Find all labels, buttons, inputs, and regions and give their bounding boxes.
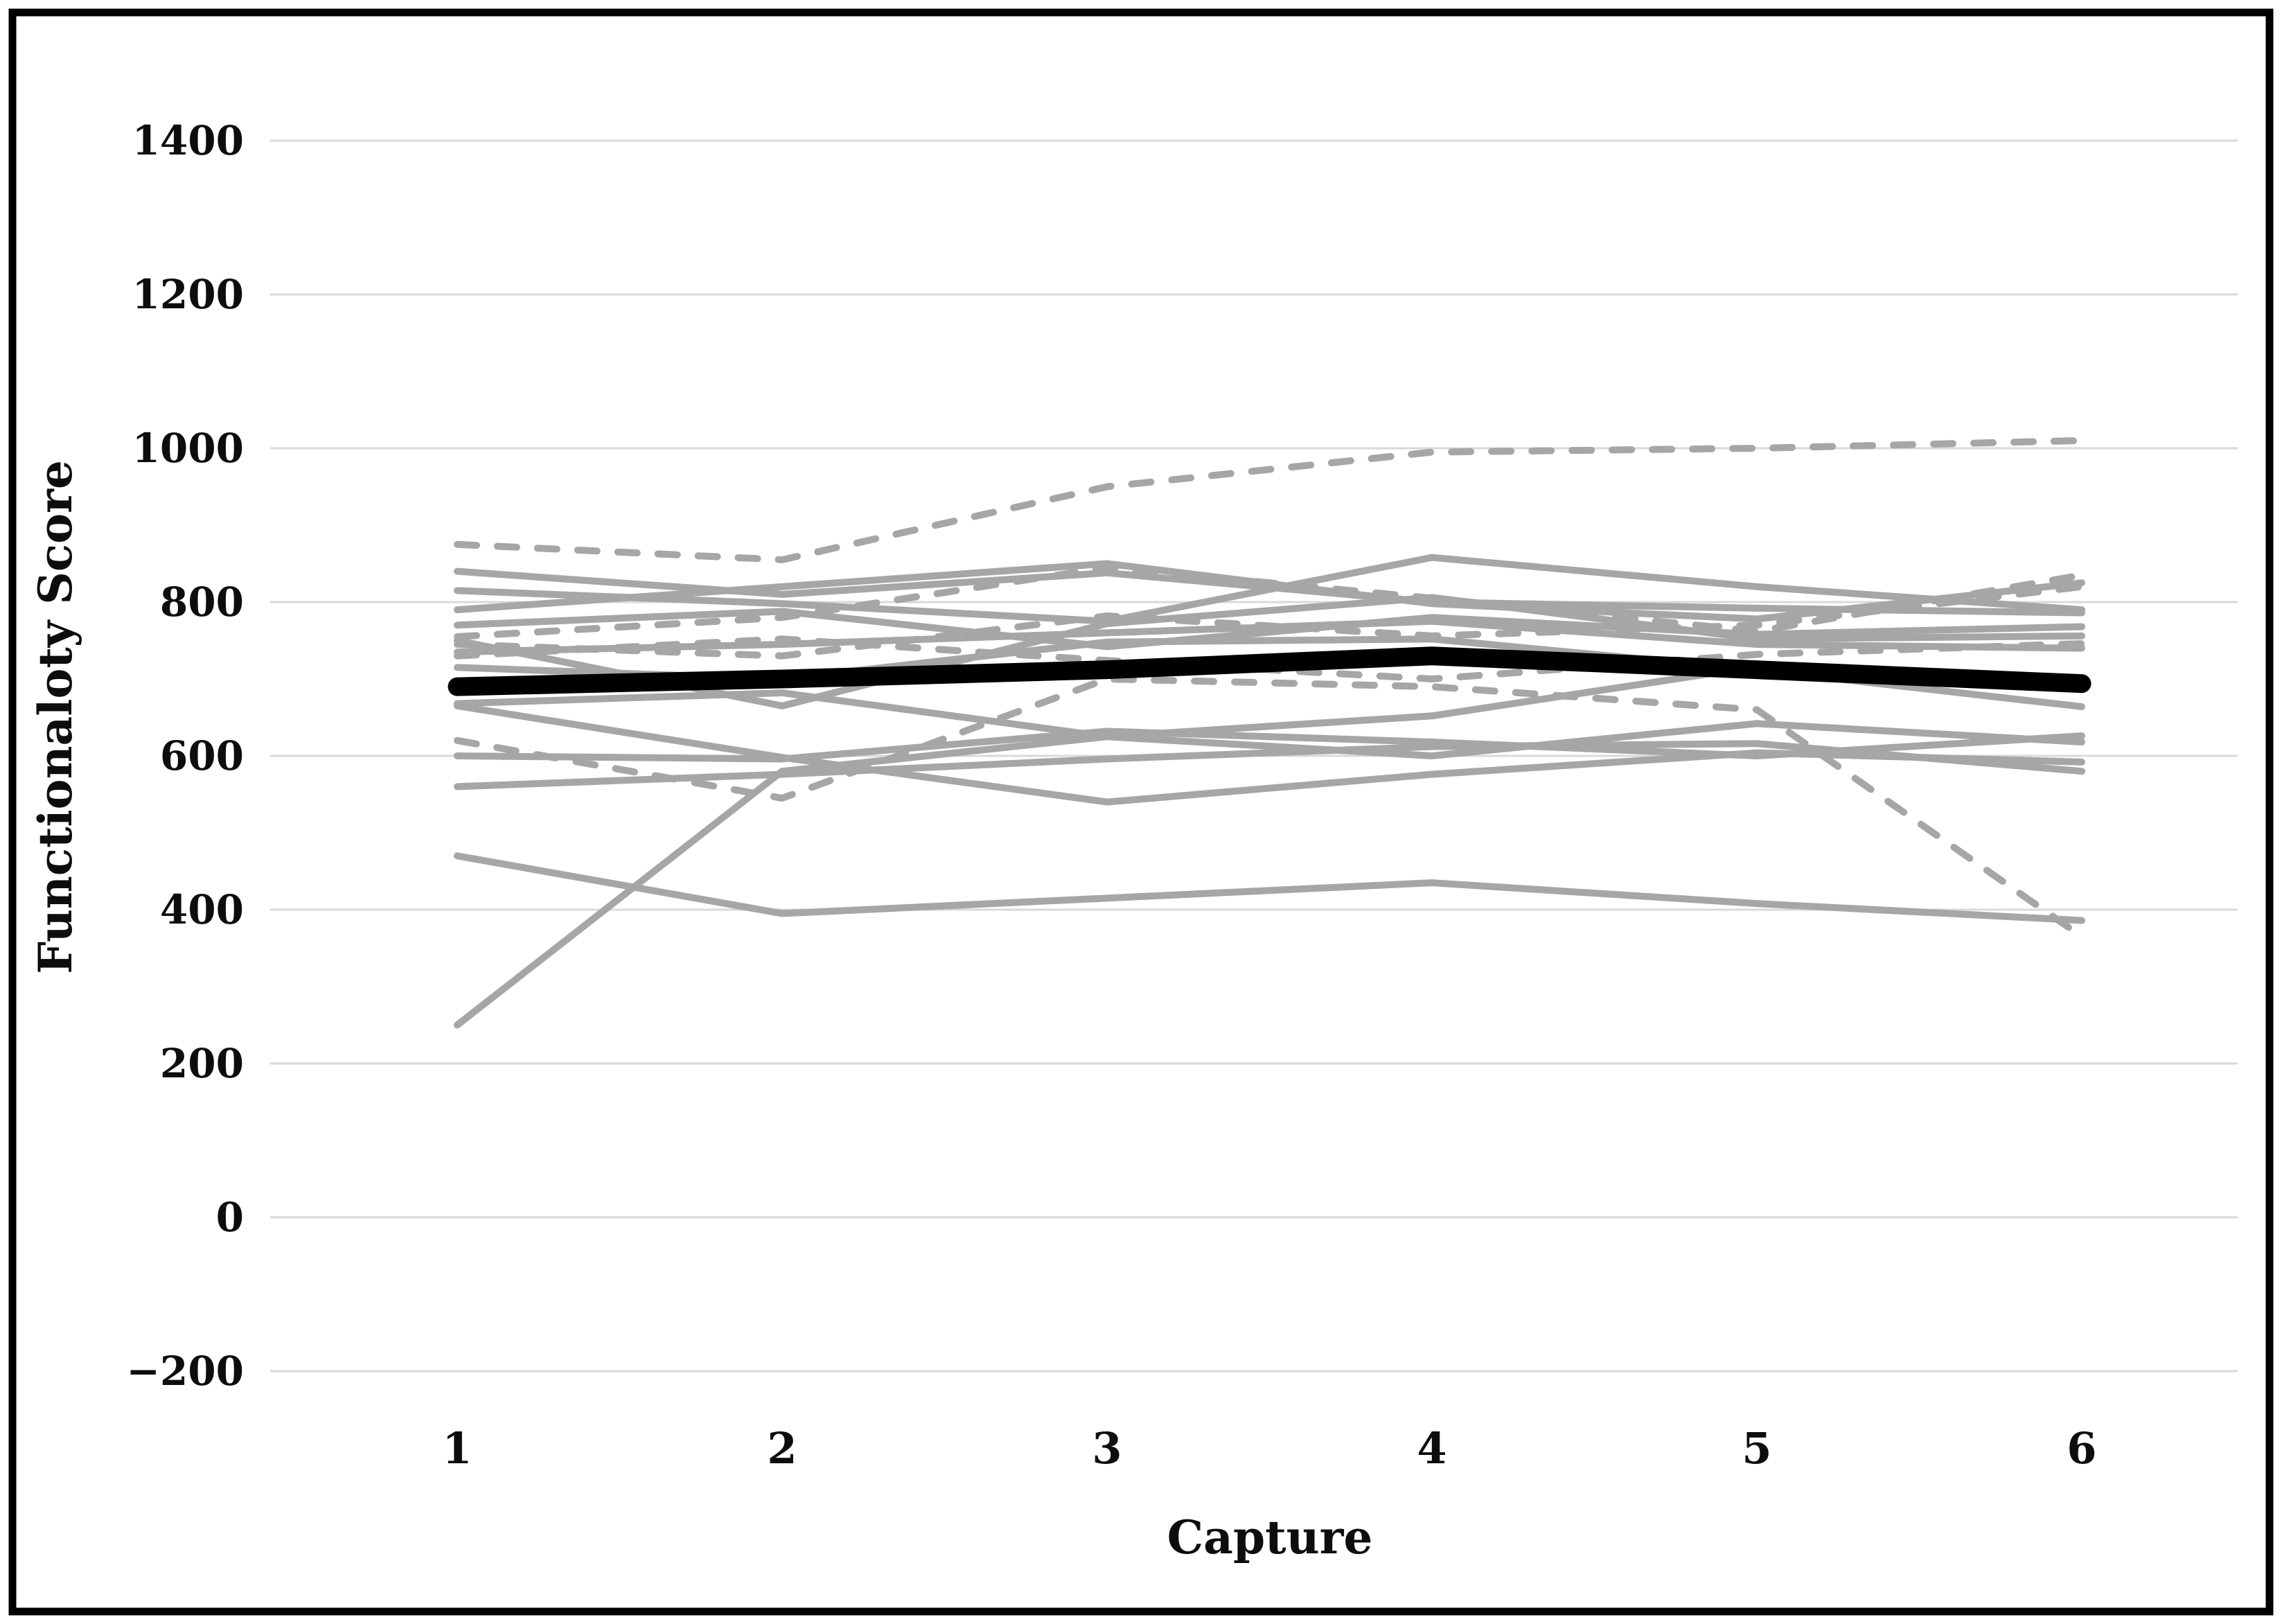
y-tick-label: 400 <box>160 886 244 933</box>
series-line-participant-13 <box>454 720 2085 1029</box>
x-tick-label: 4 <box>1417 1423 1447 1474</box>
series-line-participant-12 <box>454 852 2085 924</box>
y-axis-title: Functionaloty Score <box>28 460 82 974</box>
x-tick-labels-group: 1 2 3 4 5 6 <box>442 1423 2096 1474</box>
y-tick-label: 1200 <box>132 271 244 318</box>
x-tick-label: 3 <box>1092 1423 1122 1474</box>
series-line-participant-16 <box>454 583 2085 660</box>
y-tick-label: 600 <box>160 732 244 779</box>
x-axis-title: Capture <box>1167 1510 1373 1564</box>
series-line-participant-14 <box>454 436 2085 563</box>
x-tick-label: 1 <box>442 1423 472 1474</box>
series-line-participant-11 <box>454 740 2085 791</box>
series-line-participant-15 <box>454 564 2085 640</box>
y-tick-label: 800 <box>160 579 244 626</box>
x-tick-label: 5 <box>1742 1423 1771 1474</box>
y-tick-label: 1000 <box>132 425 244 472</box>
y-tick-label: −200 <box>126 1348 244 1395</box>
series-line-participant-2 <box>454 554 2085 625</box>
series-line-participant-10 <box>454 727 2085 763</box>
series-line-mean <box>448 646 2091 696</box>
y-tick-labels-group: 1400 1200 1000 800 600 400 200 0 −200 <box>126 117 244 1395</box>
series-lines-group <box>448 436 2091 1029</box>
y-tick-label: 1400 <box>132 117 244 164</box>
x-tick-label: 6 <box>2067 1423 2096 1474</box>
y-tick-label: 0 <box>216 1194 244 1241</box>
x-tick-label: 2 <box>767 1423 797 1474</box>
y-tick-label: 200 <box>160 1040 244 1087</box>
chart-frame-border <box>8 8 2274 1616</box>
series-line-participant-4 <box>454 608 2085 651</box>
